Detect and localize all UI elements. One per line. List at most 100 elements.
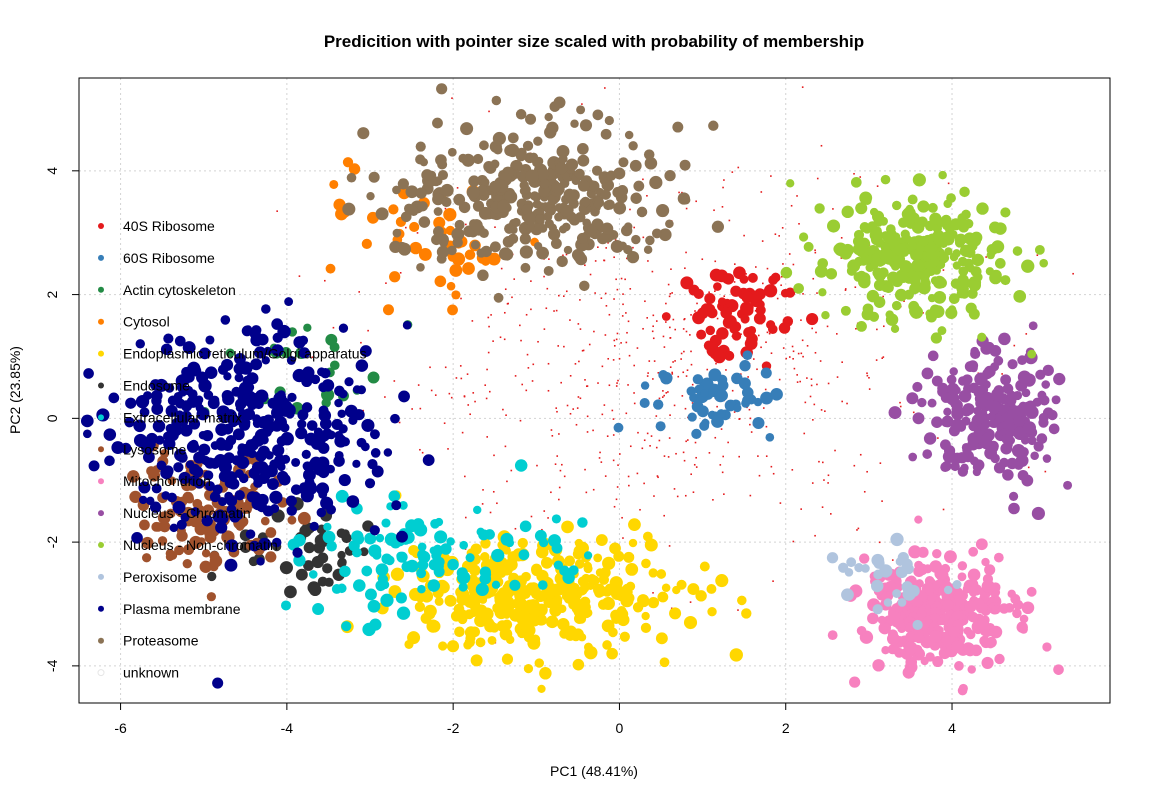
data-point xyxy=(306,420,318,431)
data-point xyxy=(209,554,223,568)
data-point xyxy=(975,397,988,410)
data-point xyxy=(375,533,385,543)
data-point xyxy=(203,470,214,481)
data-point xyxy=(950,278,962,289)
unassigned-point xyxy=(804,401,807,404)
data-point xyxy=(414,601,426,612)
data-point xyxy=(982,628,992,638)
data-point xyxy=(932,548,942,559)
data-point xyxy=(431,550,442,561)
unassigned-point xyxy=(519,419,522,422)
data-point xyxy=(890,532,904,547)
data-point xyxy=(462,262,475,275)
unassigned-point xyxy=(670,268,672,271)
data-point xyxy=(500,248,514,261)
data-point xyxy=(600,222,614,235)
data-point xyxy=(1042,454,1052,463)
data-point xyxy=(1000,207,1011,218)
data-point xyxy=(964,600,977,613)
unassigned-point xyxy=(429,366,431,369)
data-point xyxy=(623,244,633,255)
data-point xyxy=(577,517,588,528)
data-point xyxy=(648,568,658,578)
data-point xyxy=(214,454,227,467)
unassigned-point xyxy=(575,423,578,426)
data-point xyxy=(970,644,983,657)
unassigned-point xyxy=(801,339,804,342)
data-point xyxy=(579,119,593,132)
unassigned-point xyxy=(629,288,632,290)
data-point xyxy=(940,563,951,574)
unassigned-point xyxy=(514,527,517,530)
data-point xyxy=(628,518,641,532)
unassigned-point xyxy=(676,495,679,498)
data-point xyxy=(968,382,980,394)
data-point xyxy=(475,582,489,597)
data-point xyxy=(180,424,193,437)
data-point xyxy=(1047,409,1058,421)
unassigned-point xyxy=(824,410,826,413)
data-point xyxy=(138,481,151,494)
data-point xyxy=(222,392,235,406)
data-point xyxy=(950,461,960,472)
unassigned-point xyxy=(881,357,884,359)
data-point xyxy=(872,659,885,672)
data-point xyxy=(883,282,894,293)
data-point xyxy=(180,410,192,422)
data-point xyxy=(846,265,857,276)
data-point xyxy=(741,608,752,619)
data-point xyxy=(197,537,206,546)
data-point xyxy=(577,585,588,596)
data-point xyxy=(565,587,579,600)
data-point xyxy=(337,409,346,419)
data-point xyxy=(641,558,651,569)
data-point xyxy=(397,178,409,190)
unassigned-point xyxy=(612,418,615,420)
data-point xyxy=(729,648,743,662)
unassigned-point xyxy=(814,351,817,354)
unassigned-point xyxy=(444,366,447,369)
data-point xyxy=(271,420,283,432)
data-point xyxy=(131,532,143,544)
unassigned-point xyxy=(681,395,684,397)
unassigned-point xyxy=(819,360,822,362)
unassigned-point xyxy=(604,475,607,477)
data-point xyxy=(271,406,284,420)
data-point xyxy=(765,432,775,442)
data-point xyxy=(724,350,735,361)
unassigned-point xyxy=(616,288,619,291)
data-point xyxy=(862,224,872,234)
unassigned-point xyxy=(362,409,365,412)
unassigned-point xyxy=(469,413,471,416)
data-point xyxy=(742,304,754,316)
data-point xyxy=(973,598,985,609)
data-point xyxy=(921,367,934,380)
unassigned-point xyxy=(649,445,651,447)
unassigned-point xyxy=(574,363,577,365)
unassigned-point xyxy=(581,103,583,105)
data-point xyxy=(523,664,534,674)
unassigned-point xyxy=(762,407,765,409)
unassigned-point xyxy=(757,455,759,457)
unassigned-point xyxy=(800,319,802,321)
unassigned-point xyxy=(584,264,586,267)
unassigned-point xyxy=(695,466,698,468)
data-point xyxy=(271,318,283,330)
unassigned-point xyxy=(459,365,462,367)
unassigned-point xyxy=(443,422,446,425)
data-point xyxy=(151,521,162,532)
data-point xyxy=(207,571,217,582)
data-point xyxy=(993,462,1006,474)
data-point xyxy=(251,325,262,336)
unassigned-point xyxy=(556,455,559,457)
data-point xyxy=(912,173,926,187)
data-point xyxy=(479,228,489,239)
data-point xyxy=(143,391,153,401)
data-point xyxy=(938,238,949,248)
x-axis: -6 -4 -2 0 2 4 xyxy=(114,702,956,736)
data-point xyxy=(201,549,211,558)
data-point xyxy=(186,440,200,453)
data-point xyxy=(507,132,519,144)
data-point xyxy=(697,307,709,319)
unassigned-point xyxy=(525,389,528,392)
